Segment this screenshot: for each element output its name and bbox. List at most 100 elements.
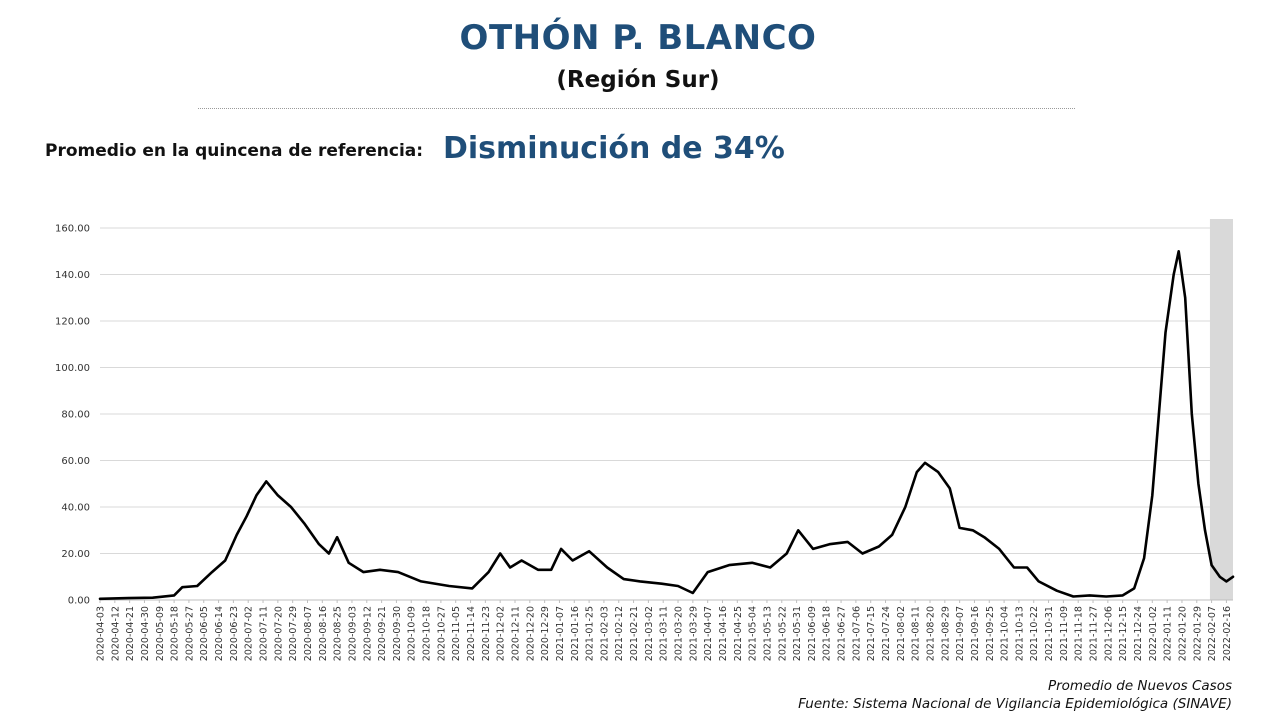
x-tick-label: 2020-12-20: [525, 606, 536, 661]
y-tick-label: 80.00: [61, 410, 90, 421]
x-tick-label: 2020-06-05: [199, 606, 210, 661]
x-tick-label: 2021-12-15: [1118, 606, 1129, 661]
x-tick-label: 2021-06-27: [837, 606, 848, 661]
x-tick-label: 2020-07-11: [259, 606, 270, 661]
x-tick-label: 2020-07-20: [273, 606, 284, 661]
x-tick-label: 2021-09-25: [985, 606, 996, 661]
x-tick-label: 2020-10-09: [407, 606, 418, 661]
x-tick-label: 2021-08-20: [925, 606, 936, 661]
x-tick-label: 2021-02-21: [629, 606, 640, 661]
source-caption: Fuente: Sistema Nacional de Vigilancia E…: [798, 696, 1232, 712]
x-tick-label: 2020-09-30: [392, 606, 403, 661]
x-tick-label: 2020-11-14: [466, 606, 477, 661]
x-tick-label: 2021-12-24: [1133, 606, 1144, 661]
x-tick-label: 2021-04-25: [733, 606, 744, 661]
x-tick-label: 2022-01-29: [1192, 606, 1203, 661]
x-tick-label: 2022-01-11: [1163, 606, 1174, 661]
x-tick-label: 2020-12-11: [510, 606, 521, 661]
x-tick-label: 2020-07-29: [288, 606, 299, 661]
x-tick-label: 2021-05-04: [748, 606, 759, 661]
y-tick-label: 120.00: [55, 317, 90, 328]
x-tick-label: 2021-07-24: [881, 606, 892, 661]
series-line: [98, 250, 1235, 601]
x-tick-label: 2021-09-16: [970, 606, 981, 661]
y-tick-label: 100.00: [55, 363, 90, 374]
x-tick-label: 2020-05-18: [170, 606, 181, 661]
series-caption: Promedio de Nuevos Casos: [1047, 678, 1232, 694]
x-tick-label: 2021-01-25: [585, 606, 596, 661]
x-tick-label: 2020-08-07: [303, 606, 314, 661]
x-tick-label: 2022-02-16: [1222, 606, 1233, 661]
x-tick-label: 2022-01-20: [1177, 606, 1188, 661]
title-divider: [198, 108, 1075, 109]
x-tick-label: 2021-10-04: [1000, 606, 1011, 661]
x-tick-label: 2020-06-23: [229, 606, 240, 661]
x-tick-label: 2022-01-02: [1148, 606, 1159, 661]
page-title: OTHÓN P. BLANCO: [459, 18, 817, 58]
x-tick-label: 2021-03-11: [659, 606, 670, 661]
gridlines-layer: [100, 227, 1233, 601]
x-tick-label: 2021-08-02: [896, 606, 907, 661]
x-tick-label: 2021-03-29: [688, 606, 699, 661]
y-tick-label: 140.00: [55, 270, 90, 281]
x-tick-label: 2020-08-16: [318, 606, 329, 661]
x-tick-label: 2020-09-12: [362, 606, 373, 661]
x-tick-label: 2021-06-18: [822, 606, 833, 661]
x-tick-label: 2021-05-13: [762, 606, 773, 661]
x-tick-label: 2020-07-02: [244, 606, 255, 661]
x-tick-label: 2021-04-07: [703, 606, 714, 661]
page-subtitle: (Región Sur): [556, 67, 720, 93]
y-tick-label: 20.00: [61, 549, 90, 560]
x-tick-label: 2020-04-21: [125, 606, 136, 661]
shaded-region-layer: [1209, 219, 1233, 600]
y-tick-label: 0.00: [68, 596, 90, 607]
x-tick-label: 2021-10-31: [1044, 606, 1055, 661]
x-tick-label: 2021-11-09: [1059, 606, 1070, 661]
x-tick-label: 2020-12-29: [540, 606, 551, 661]
x-tick-label: 2021-05-31: [792, 606, 803, 661]
x-tick-label: 2021-04-16: [718, 606, 729, 661]
x-tick-label: 2021-01-07: [555, 606, 566, 661]
x-tick-label: 2020-09-21: [377, 606, 388, 661]
x-tick-label: 2021-03-20: [674, 606, 685, 661]
x-tick-label: 2020-04-12: [110, 606, 121, 661]
x-tick-label: 2020-09-03: [347, 606, 358, 661]
x-tick-label: 2021-02-03: [599, 606, 610, 661]
x-tick-label: 2022-02-07: [1207, 606, 1218, 661]
x-tick-label: 2020-10-27: [436, 606, 447, 661]
x-tick-label: 2021-05-22: [777, 606, 788, 661]
reference-label: Promedio en la quincena de referencia:: [45, 141, 424, 161]
y-tick-label: 40.00: [61, 503, 90, 514]
x-tick-label: 2021-07-06: [851, 606, 862, 661]
x-tick-label: 2021-10-13: [1014, 606, 1025, 661]
x-tick-label: 2021-01-16: [570, 606, 581, 661]
x-tick-label: 2021-12-06: [1103, 606, 1114, 661]
x-tick-label: 2020-10-18: [422, 606, 433, 661]
x-tick-label: 2021-02-12: [614, 606, 625, 661]
x-tick-label: 2021-11-27: [1089, 606, 1100, 661]
x-tick-label: 2020-12-02: [496, 606, 507, 661]
x-tick-label: 2021-07-15: [866, 606, 877, 661]
x-tick-label: 2021-11-18: [1074, 606, 1085, 661]
shaded-region: [1209, 219, 1233, 600]
x-tick-label: 2020-11-23: [481, 606, 492, 661]
y-tick-label: 60.00: [61, 456, 90, 467]
reference-value: Disminución de 34%: [443, 131, 785, 166]
x-tick-label: 2020-11-05: [451, 606, 462, 661]
x-tick-label: 2020-05-27: [184, 606, 195, 661]
x-tick-label: 2020-04-30: [140, 606, 151, 661]
x-tick-label: 2021-06-09: [807, 606, 818, 661]
x-tick-label: 2020-08-25: [333, 606, 344, 661]
x-axis-ticks: 2020-04-03 2020-04-12 2020-04-21 2020-04-30…: [96, 600, 1233, 661]
y-tick-label: 160.00: [55, 224, 90, 235]
x-tick-label: 2020-06-14: [214, 606, 225, 661]
x-tick-label: 2021-08-29: [940, 606, 951, 661]
x-tick-label: 2021-09-07: [955, 606, 966, 661]
x-tick-label: 2020-04-03: [96, 606, 107, 661]
series-layer: [98, 250, 1235, 601]
x-tick-label: 2021-03-02: [644, 606, 655, 661]
x-tick-label: 2021-08-11: [911, 606, 922, 661]
x-tick-label: 2021-10-22: [1029, 606, 1040, 661]
x-tick-label: 2020-05-09: [155, 606, 166, 661]
